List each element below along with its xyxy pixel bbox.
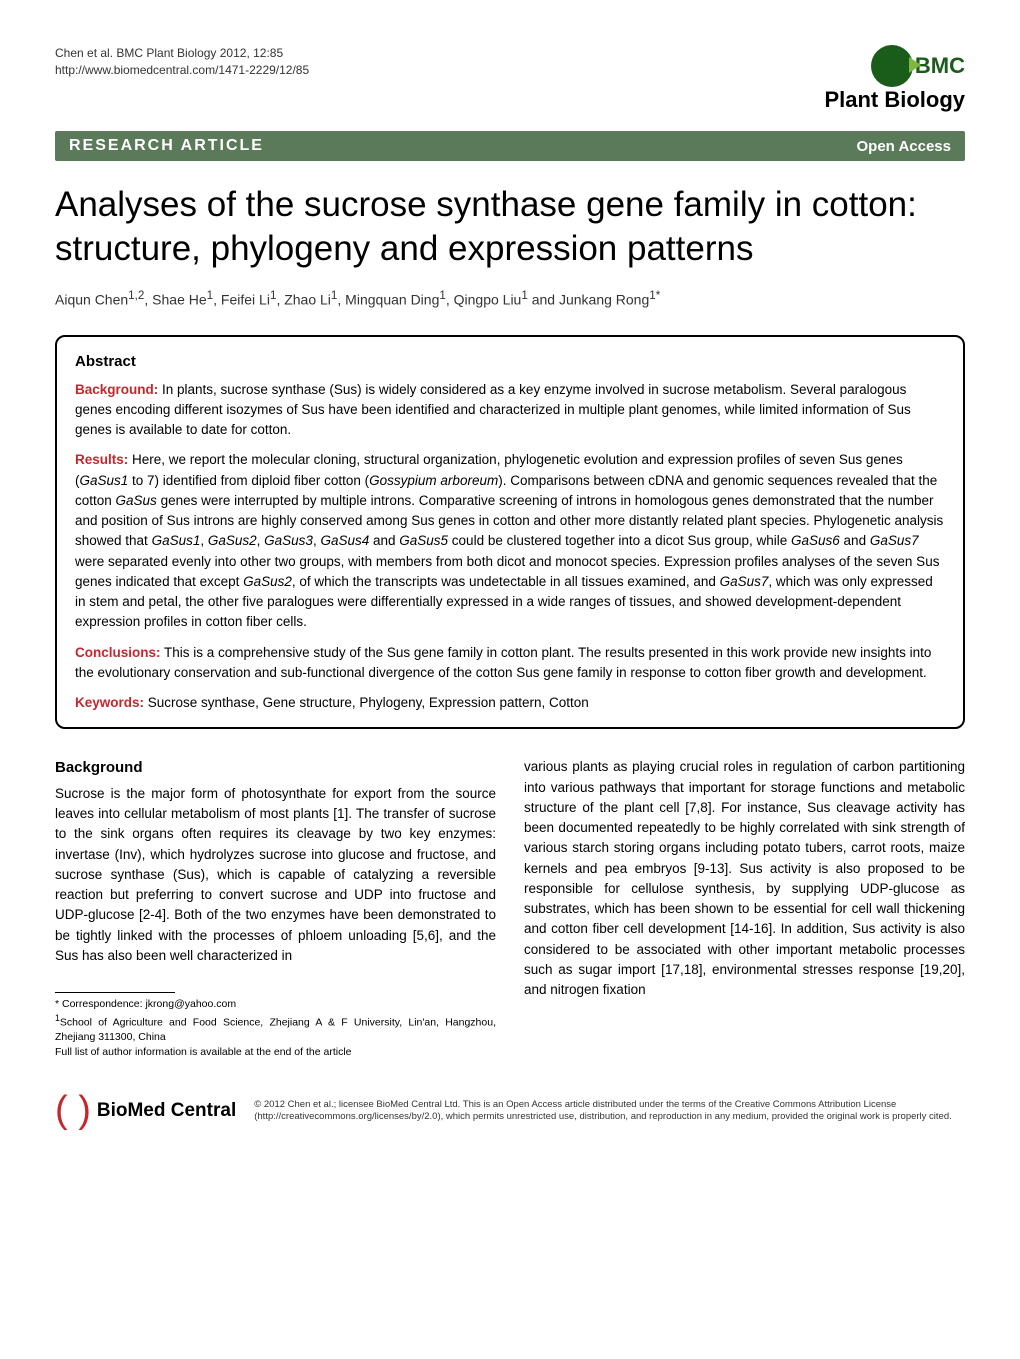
abstract-keywords-label: Keywords:: [75, 695, 144, 710]
footnotes: * Correspondence: jkrong@yahoo.com 1Scho…: [55, 992, 496, 1059]
authors-list: Aiqun Chen1,2, Shae He1, Feifei Li1, Zha…: [55, 289, 965, 308]
citation-line2: http://www.biomedcentral.com/1471-2229/1…: [55, 62, 309, 79]
abstract-conclusions: Conclusions: This is a comprehensive stu…: [75, 643, 945, 684]
logo-mark: BMC: [824, 45, 965, 87]
open-access-label: Open Access: [857, 138, 952, 155]
header-citation: Chen et al. BMC Plant Biology 2012, 12:8…: [55, 45, 309, 79]
background-paragraph-2: various plants as playing crucial roles …: [524, 757, 965, 1000]
abstract-results-label: Results:: [75, 452, 128, 467]
logo-journal-name: Plant Biology: [824, 87, 965, 113]
background-paragraph-1: Sucrose is the major form of photosyntha…: [55, 784, 496, 966]
abstract-results: Results: Here, we report the molecular c…: [75, 450, 945, 632]
page-footer: ( ) BioMed Central © 2012 Chen et al.; l…: [55, 1077, 965, 1132]
abstract-keywords: Keywords: Sucrose synthase, Gene structu…: [75, 693, 945, 713]
body-columns: Background Sucrose is the major form of …: [55, 757, 965, 1059]
logo-bmc-text: BMC: [915, 55, 965, 77]
correspondence-line: * Correspondence: jkrong@yahoo.com: [55, 997, 496, 1012]
journal-logo: BMC Plant Biology: [824, 45, 965, 113]
background-heading: Background: [55, 757, 496, 780]
license-text: © 2012 Chen et al.; licensee BioMed Cent…: [254, 1099, 965, 1124]
page-root: Chen et al. BMC Plant Biology 2012, 12:8…: [0, 0, 1020, 1162]
abstract-background: Background: In plants, sucrose synthase …: [75, 380, 945, 441]
affiliation-text: School of Agriculture and Food Science, …: [55, 1016, 496, 1043]
article-type-banner: RESEARCH ARTICLE Open Access: [55, 131, 965, 161]
affiliation-line: 1School of Agriculture and Food Science,…: [55, 1012, 496, 1045]
column-left: Background Sucrose is the major form of …: [55, 757, 496, 1059]
header-top: Chen et al. BMC Plant Biology 2012, 12:8…: [55, 45, 965, 113]
abstract-conclusions-text: This is a comprehensive study of the Sus…: [75, 645, 931, 680]
abstract-conclusions-label: Conclusions:: [75, 645, 161, 660]
abstract-background-text: In plants, sucrose synthase (Sus) is wid…: [75, 382, 911, 438]
abstract-box: Abstract Background: In plants, sucrose …: [55, 335, 965, 729]
article-title: Analyses of the sucrose synthase gene fa…: [55, 183, 965, 271]
column-right: various plants as playing crucial roles …: [524, 757, 965, 1059]
article-type-label: RESEARCH ARTICLE: [69, 137, 264, 155]
citation-line1: Chen et al. BMC Plant Biology 2012, 12:8…: [55, 45, 309, 62]
full-list-line: Full list of author information is avail…: [55, 1045, 496, 1060]
biomed-central-logo: ( ) BioMed Central: [55, 1089, 236, 1132]
abstract-heading: Abstract: [75, 351, 945, 374]
abstract-background-label: Background:: [75, 382, 158, 397]
abstract-results-text: Here, we report the molecular cloning, s…: [75, 452, 943, 629]
footnote-rule: [55, 992, 175, 993]
logo-circle-icon: [871, 45, 913, 87]
abstract-keywords-text: Sucrose synthase, Gene structure, Phylog…: [144, 695, 589, 710]
bmc-paren-icon: ( ): [55, 1089, 91, 1132]
biomed-central-text: BioMed Central: [97, 1100, 236, 1122]
